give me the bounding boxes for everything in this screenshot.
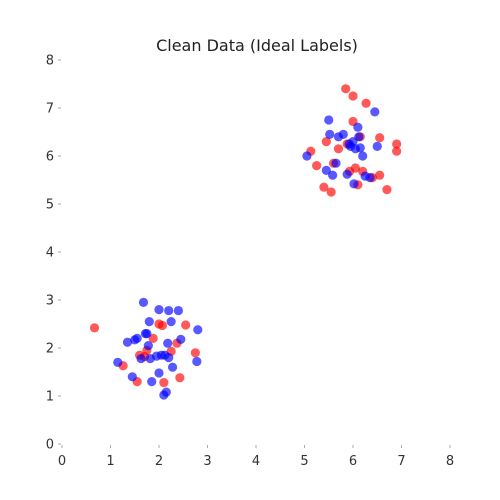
blue-data-point: [113, 357, 123, 367]
blue-data-point: [192, 356, 202, 367]
x-tick-label: 3: [203, 454, 211, 469]
red-data-point: [326, 187, 336, 197]
blue-data-point: [136, 353, 146, 364]
blue-data-point: [147, 377, 157, 387]
blue-data-point: [164, 353, 174, 363]
red-data-point: [348, 91, 358, 101]
blue-data-point: [164, 305, 174, 316]
blue-data-point: [349, 179, 359, 189]
blue-data-point: [143, 341, 153, 351]
x-tick-label: 2: [155, 454, 163, 469]
data-points: [89, 84, 402, 400]
red-data-point: [392, 139, 402, 149]
y-axis: 0 1 2 3 4 5 6 7 8: [46, 54, 61, 453]
red-data-point: [392, 146, 402, 156]
red-data-point: [175, 373, 185, 383]
red-data-point: [333, 144, 344, 154]
x-tick-label: 5: [300, 454, 308, 469]
blue-data-point: [144, 317, 154, 327]
red-data-point: [375, 170, 385, 180]
x-tick-label: 6: [349, 454, 357, 469]
y-tick-label: 8: [46, 54, 54, 69]
y-tick-label: 2: [46, 342, 54, 357]
red-data-point: [361, 98, 371, 108]
red-data-point: [382, 185, 392, 195]
red-data-point: [312, 161, 322, 171]
chart-title: Clean Data (Ideal Labels): [156, 36, 358, 55]
blue-data-point: [358, 151, 368, 161]
blue-data-point: [154, 305, 164, 315]
red-data-point: [321, 137, 331, 147]
blue-data-point: [193, 325, 203, 335]
blue-data-point: [154, 368, 164, 378]
red-data-point: [341, 84, 351, 94]
blue-data-point: [173, 305, 183, 316]
blue-data-point: [302, 151, 312, 161]
y-tick-label: 7: [46, 102, 54, 117]
red-data-point: [190, 348, 200, 358]
blue-data-point: [321, 165, 331, 175]
x-tick-label: 7: [397, 454, 405, 469]
red-data-point: [148, 333, 158, 343]
blue-data-point: [132, 333, 142, 343]
blue-data-point: [127, 372, 137, 382]
x-tick-label: 0: [58, 454, 66, 469]
blue-data-point: [372, 141, 382, 151]
blue-data-point: [365, 173, 375, 183]
blue-data-point: [338, 129, 348, 139]
y-tick-label: 1: [46, 390, 54, 405]
blue-data-point: [176, 334, 186, 344]
blue-data-point: [331, 158, 341, 168]
blue-data-point: [325, 129, 335, 139]
y-tick-label: 6: [46, 150, 54, 165]
blue-data-point: [161, 387, 171, 397]
red-data-point: [89, 323, 100, 333]
blue-data-point: [370, 107, 380, 117]
red-data-point: [350, 163, 361, 173]
red-data-point: [157, 320, 167, 331]
red-data-point: [181, 320, 191, 330]
x-tick-label: 1: [106, 454, 114, 469]
blue-data-point: [354, 132, 364, 142]
blue-data-point: [142, 329, 152, 339]
x-axis: 0 1 2 3 4 5 6 7 8: [58, 445, 454, 469]
blue-data-point: [166, 317, 176, 327]
red-data-point: [319, 182, 329, 192]
y-tick-label: 3: [46, 294, 54, 309]
y-tick-label: 0: [46, 438, 54, 453]
blue-data-point: [353, 122, 363, 132]
y-tick-label: 4: [46, 246, 54, 261]
blue-data-point: [350, 144, 361, 154]
blue-data-point: [328, 170, 338, 180]
blue-data-point: [167, 362, 178, 372]
blue-data-point: [163, 338, 173, 348]
blue-data-point: [138, 297, 149, 307]
blue-data-point: [344, 139, 354, 149]
blue-data-point: [342, 169, 352, 179]
x-tick-label: 4: [252, 454, 260, 469]
red-data-point: [159, 377, 169, 388]
y-tick-label: 5: [46, 198, 54, 213]
blue-data-point: [324, 115, 334, 125]
red-data-point: [375, 133, 385, 143]
blue-data-point: [122, 337, 133, 347]
x-tick-label: 8: [446, 454, 454, 469]
